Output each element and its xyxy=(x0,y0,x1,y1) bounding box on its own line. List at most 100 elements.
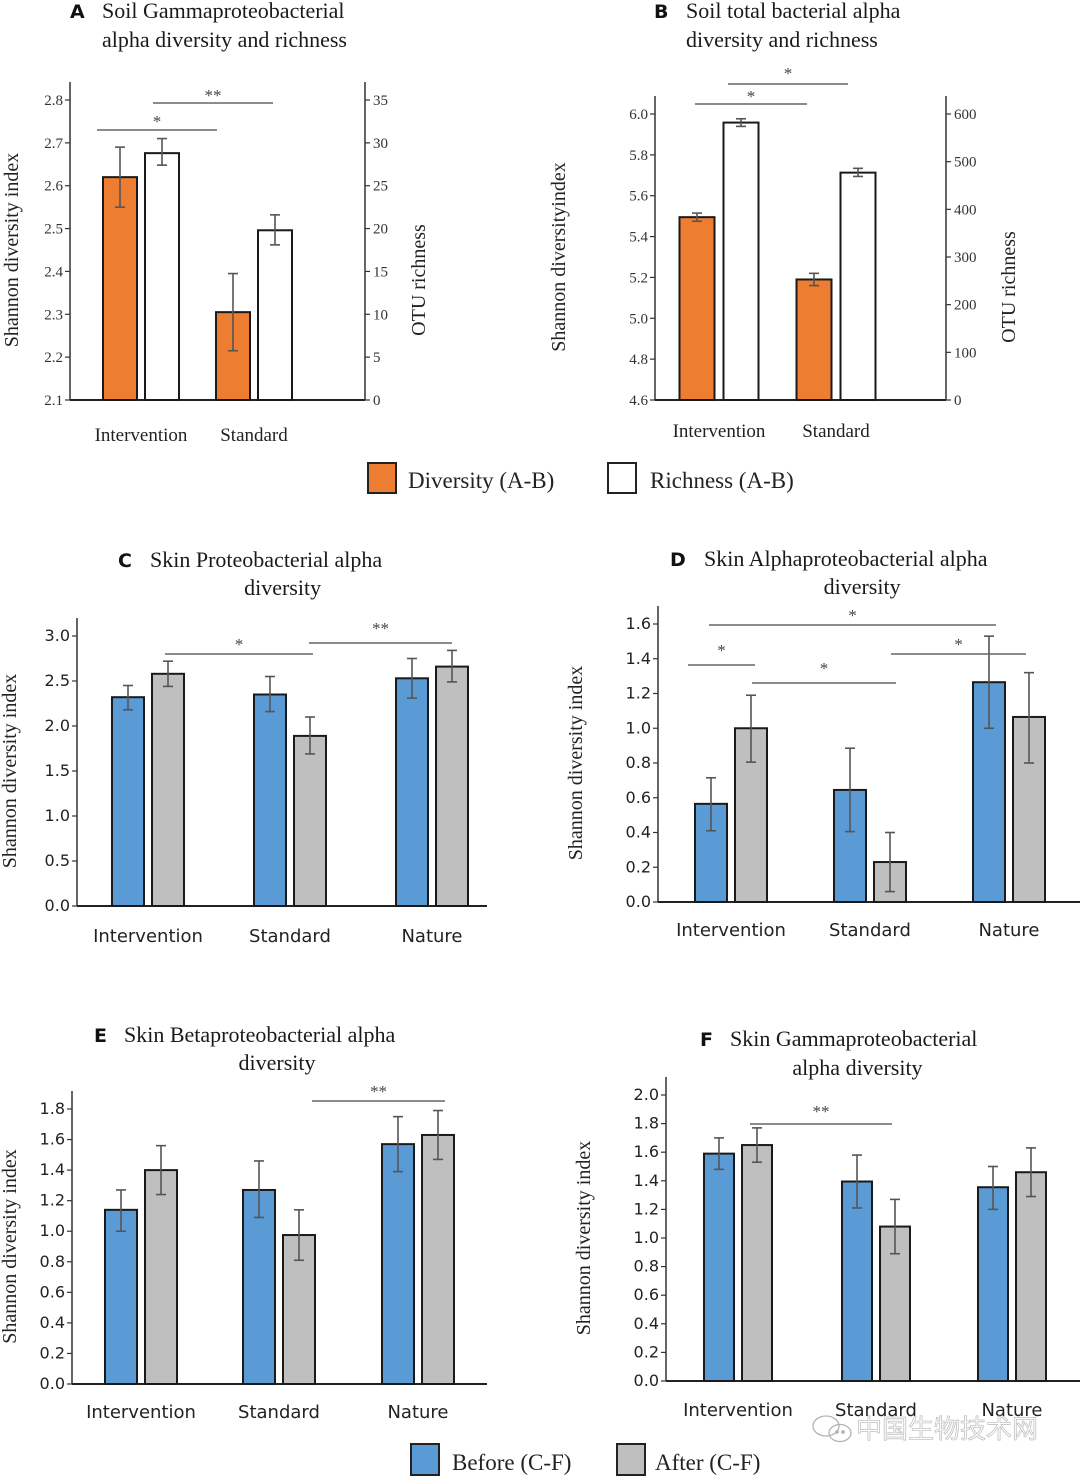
y-tick-label: 2.1 xyxy=(44,393,63,409)
bar-after-nature xyxy=(1015,1171,1047,1382)
y-tick-label: 0.8 xyxy=(40,1252,65,1271)
y-tick-label: 0.2 xyxy=(634,1342,659,1361)
x-tick-label: Nature xyxy=(401,926,462,947)
bar-before-standard xyxy=(242,1188,276,1385)
y-tick-label: 2.0 xyxy=(45,716,70,735)
bar-before-intervention xyxy=(703,1152,735,1382)
y2-tick-label: 300 xyxy=(954,250,977,266)
y-tick-label: 0.0 xyxy=(626,892,651,911)
y-tick-label: 1.0 xyxy=(634,1228,659,1247)
y-tick-label: 5.6 xyxy=(629,189,648,205)
chart-title-line-1: Soil Gammaproteobacterial xyxy=(102,0,345,23)
bar-richness-intervention xyxy=(722,121,760,402)
chart-title-line-1: Soil total bacterial alpha xyxy=(686,0,901,23)
panel-f: F Skin Gammaproteobacterial alpha diversit… xyxy=(573,1026,1080,1421)
y2-tick-label: 0 xyxy=(954,393,962,409)
bar-before-standard xyxy=(841,1180,873,1383)
y-tick-label: 1.4 xyxy=(626,649,651,668)
x-tick-label: Nature xyxy=(981,1400,1042,1421)
y-tick-label: 0.4 xyxy=(634,1314,659,1333)
significance-label: ** xyxy=(372,619,389,638)
y-tick-label: 1.5 xyxy=(45,761,70,780)
y-tick-label: 0.0 xyxy=(45,896,70,915)
y-tick-label: 0.0 xyxy=(634,1371,659,1390)
y2-axis-label: OTU richness xyxy=(998,231,1020,343)
y-tick-label: 6.0 xyxy=(629,107,648,123)
significance-label: ** xyxy=(370,1082,387,1101)
y-tick-label: 2.0 xyxy=(634,1085,659,1104)
y2-tick-label: 0 xyxy=(373,393,381,409)
bar-after-intervention xyxy=(151,672,185,907)
y-axis-label: Shannon diversity index xyxy=(565,666,587,860)
y-tick-label: 1.2 xyxy=(626,684,651,703)
chart-title-line-2: alpha diversity and richness xyxy=(102,27,347,52)
y-tick-label: 0.6 xyxy=(40,1282,65,1301)
y-axis-label: Shannon diversity index xyxy=(1,153,23,347)
bar-after-intervention xyxy=(741,1144,773,1383)
bar-before-standard xyxy=(253,693,287,907)
bar-before-intervention xyxy=(111,696,145,908)
y-tick-label: 2.6 xyxy=(44,179,63,195)
y-tick-label: 1.8 xyxy=(634,1114,659,1133)
legend-swatch-diversity xyxy=(367,462,397,494)
panel-a: A Soil Gammaproteobacterial alpha diversit… xyxy=(1,0,430,446)
y2-tick-label: 600 xyxy=(954,107,977,123)
y-tick-label: 4.6 xyxy=(629,393,648,409)
y-tick-label: 0.5 xyxy=(45,851,70,870)
y-tick-label: 2.2 xyxy=(44,350,63,366)
y-tick-label: 1.4 xyxy=(634,1171,659,1190)
y-axis-label: Shannon diversityindex xyxy=(548,162,570,351)
wechat-icon xyxy=(812,1415,852,1443)
significance-label: ** xyxy=(205,86,222,105)
y2-tick-label: 100 xyxy=(954,345,977,361)
bar-richness-standard xyxy=(257,229,293,401)
panel-e: E Skin Betaproteobacterial alpha diversity… xyxy=(0,1022,487,1423)
bar-diversity-intervention xyxy=(678,216,716,401)
y2-axis-label: OTU richness xyxy=(408,224,430,336)
bar-before-nature xyxy=(395,677,429,907)
y-tick-label: 0.8 xyxy=(626,753,651,772)
y-tick-label: 0.0 xyxy=(40,1374,65,1393)
chart-title-line-2: diversity xyxy=(244,575,321,600)
y2-tick-label: 20 xyxy=(373,222,388,238)
chart-title-line-1: Skin Betaproteobacterial alpha xyxy=(124,1022,395,1047)
legend-label-before: Before (C-F) xyxy=(452,1450,571,1475)
x-tick-label: Standard xyxy=(835,1400,917,1421)
significance-label: * xyxy=(848,606,857,625)
y2-tick-label: 30 xyxy=(373,136,388,152)
watermark: 中国生物技术网 xyxy=(812,1415,1038,1445)
y-tick-label: 0.2 xyxy=(40,1343,65,1362)
chart-title-line-1: Skin Proteobacterial alpha xyxy=(150,547,382,572)
x-tick-label: Intervention xyxy=(86,1402,196,1423)
y-tick-label: 1.6 xyxy=(634,1142,659,1161)
legend-label-diversity: Diversity (A-B) xyxy=(408,468,554,493)
y-tick-label: 5.8 xyxy=(629,148,648,164)
bar-before-nature xyxy=(977,1186,1009,1382)
y2-tick-label: 15 xyxy=(373,264,388,280)
legend-swatch-richness xyxy=(607,462,637,494)
chart-title-line-1: Skin Alphaproteobacterial alpha xyxy=(704,546,988,571)
bar-after-nature xyxy=(435,665,469,907)
panel-letter: C xyxy=(118,550,132,572)
significance-label: * xyxy=(153,112,162,131)
chart-title-line-2: diversity xyxy=(239,1050,316,1075)
panel-c: C Skin Proteobacterial alpha diversity 0.0 0… xyxy=(0,547,487,947)
y-tick-label: 4.8 xyxy=(629,352,648,368)
y-tick-label: 2.5 xyxy=(45,671,70,690)
y-tick-label: 0.6 xyxy=(626,788,651,807)
legend-swatch-after xyxy=(616,1443,646,1476)
bar-before-intervention xyxy=(104,1208,138,1386)
y2-tick-label: 400 xyxy=(954,202,977,218)
y-tick-label: 1.2 xyxy=(634,1199,659,1218)
bar-richness-standard xyxy=(839,171,877,401)
y-tick-label: 1.0 xyxy=(626,718,651,737)
bar-richness-intervention xyxy=(144,152,180,401)
y2-tick-label: 200 xyxy=(954,298,977,314)
y-tick-label: 1.0 xyxy=(45,806,70,825)
panel-letter: B xyxy=(654,1,668,23)
y2-tick-label: 25 xyxy=(373,179,388,195)
x-tick-label: Nature xyxy=(387,1402,448,1423)
y-tick-label: 2.5 xyxy=(44,222,63,238)
significance-label: * xyxy=(235,635,244,654)
